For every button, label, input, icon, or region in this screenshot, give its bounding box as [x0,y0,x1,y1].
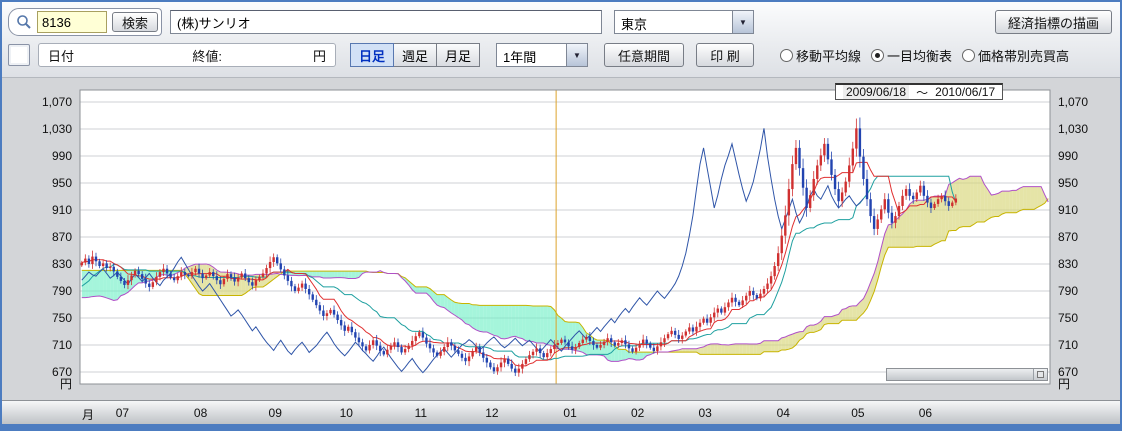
price-chart-svg[interactable]: 1,070 1,070 1,030 1,030 990 990 950 950 910 910 87… [2,78,1120,400]
x-axis-month-label: 05 [851,406,865,420]
x-axis-month-label: 11 [414,406,428,420]
draw-economic-indicators-button[interactable]: 経済指標の描画 [994,10,1112,34]
x-axis-month-label: 01 [563,406,577,420]
candlesticks [80,117,958,377]
chart-area: 1,070 1,070 1,030 1,030 990 990 950 950 910 910 87… [2,78,1120,424]
y-tick-label-right: 750 [1058,311,1078,325]
stock-search-group: 検索 [8,8,163,36]
range-select[interactable]: 1年間 ▼ [496,43,588,67]
y-tick-label-right: 710 [1058,338,1078,352]
exchange-value: 東京 [621,17,648,32]
y-axis-unit-right: 円 [1058,377,1070,391]
tab-weekly[interactable]: 週足 [393,43,437,67]
tab-daily[interactable]: 日足 [350,43,394,67]
custom-period-button[interactable]: 任意期間 [604,43,684,67]
y-tick-label-right: 990 [1058,149,1078,163]
radio-icon [871,48,885,62]
radio-ichimoku[interactable]: 一目均衡表 [871,46,952,65]
date-label: 日付 [48,48,75,64]
y-tick-label-left: 1,030 [42,122,72,136]
y-tick-label-left: 670 [52,365,72,379]
y-tick-label-right: 910 [1058,203,1078,217]
scrollbar-thumb[interactable] [887,369,1033,380]
x-axis-unit: 月 [81,408,95,422]
radio-label: 一目均衡表 [887,48,953,64]
y-tick-label-right: 670 [1058,365,1078,379]
close-price-label: 終値: [192,48,222,64]
price-readout-panel: 日付 終値: 円 [38,43,336,67]
radio-label: 移動平均線 [796,48,862,64]
x-axis-month-label: 04 [776,406,790,420]
y-tick-label-left: 830 [52,257,72,271]
radio-label: 価格帯別売買高 [978,48,1070,64]
toolbar-row-1: 検索 東京 ▼ 経済指標の描画 [8,7,1114,37]
toolbar: 検索 東京 ▼ 経済指標の描画 日付 終値: 円 日足 [2,2,1120,78]
stock-code-input[interactable] [37,11,107,33]
chevron-down-icon: ▼ [739,17,747,27]
yen-unit-label: 円 [312,48,326,64]
y-tick-label-left: 710 [52,338,72,352]
y-tick-label-right: 870 [1058,230,1078,244]
company-name-input[interactable] [170,10,603,34]
y-tick-label-right: 1,070 [1058,95,1088,109]
range-dropdown-button[interactable]: ▼ [566,44,587,66]
ichimoku-cloud [81,176,1049,362]
range-value: 1年間 [503,50,537,65]
toolbar-row-2: 日付 終値: 円 日足 週足 月足 1年間 ▼ 任意期間 印 刷 [8,40,1114,70]
date-checkbox[interactable] [8,44,30,66]
y-axis-unit-left: 円 [60,377,72,391]
y-tick-label-left: 1,070 [42,95,72,109]
y-tick-label-right: 790 [1058,284,1078,298]
tab-monthly[interactable]: 月足 [436,43,480,67]
y-tick-label-left: 990 [52,149,72,163]
date-range-separator: 〜 [916,85,929,100]
x-axis: 月 07 08 09 10 11 12 01 02 03 04 05 06 [2,400,1120,424]
y-tick-label-left: 950 [52,176,72,190]
radio-icon [962,48,976,62]
chart-scrollbar[interactable] [886,368,1048,381]
y-tick-label-left: 750 [52,311,72,325]
radio-moving-average[interactable]: 移動平均線 [780,46,861,65]
date-from: 2009/06/18 [843,85,910,99]
x-axis-month-label: 06 [918,406,933,420]
search-button[interactable]: 検索 [112,12,159,32]
radio-volume-by-price[interactable]: 価格帯別売買高 [962,46,1069,65]
y-tick-label-right: 1,030 [1058,122,1088,136]
y-tick-label-left: 790 [52,284,72,298]
chevron-down-icon: ▼ [573,50,581,60]
x-axis-month-label: 12 [485,406,499,420]
radio-icon [780,48,793,62]
plot-border [79,89,1051,385]
chikou-line [81,128,864,374]
print-button[interactable]: 印 刷 [696,43,754,67]
senkou-span-b-line [81,198,1049,355]
exchange-select[interactable]: 東京 ▼ [614,10,755,34]
date-to: 2010/06/17 [935,85,996,99]
x-axis-month-label: 07 [115,406,130,420]
timeframe-tabs: 日足 週足 月足 [350,43,480,67]
x-axis-month-label: 10 [339,406,353,420]
exchange-dropdown-button[interactable]: ▼ [732,11,754,33]
y-tick-label-left: 870 [52,230,72,244]
search-icon [17,15,31,29]
scrollbar-button[interactable] [1033,369,1047,380]
y-tick-label-right: 950 [1058,176,1078,190]
date-range-display: 2009/06/18 〜 2010/06/17 [835,83,1004,100]
y-tick-label-left: 910 [52,203,72,217]
indicator-radio-group: 移動平均線 一目均衡表 価格帯別売買高 [780,46,1069,65]
x-axis-month-label: 02 [630,406,645,420]
x-axis-month-label: 08 [193,406,208,420]
x-axis-month-label: 09 [268,406,282,420]
y-tick-label-right: 830 [1058,257,1078,271]
x-axis-month-label: 03 [698,406,712,420]
